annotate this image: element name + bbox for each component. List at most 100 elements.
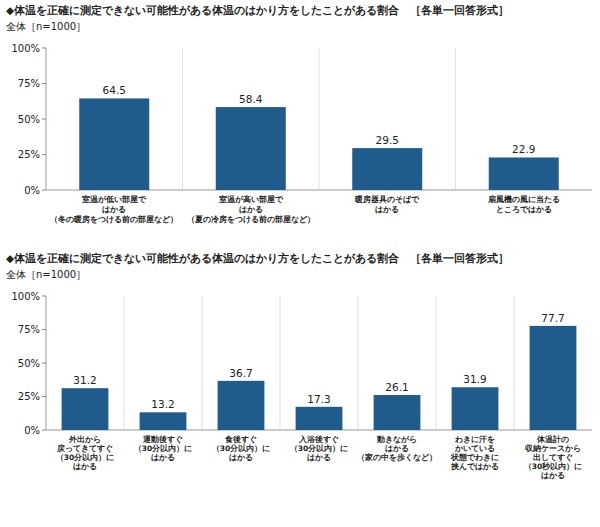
y-tick-label: 75%: [18, 78, 40, 89]
bar: [218, 381, 265, 430]
y-tick-label: 75%: [18, 324, 40, 335]
x-tick-label-line: はかる: [229, 453, 253, 462]
x-tick-label-line: （30分以内）に: [290, 444, 348, 453]
y-tick: [42, 48, 46, 49]
x-tick-label-line: 体温計の: [536, 435, 569, 444]
chart-0: ◆体温を正確に測定できない可能性がある体温のはかり方をしたことがある割合 ［各単…: [6, 4, 592, 224]
bar: [140, 412, 187, 430]
data-label: 64.5: [103, 84, 126, 96]
x-tick-label-line: はかる: [541, 471, 565, 480]
data-label: 13.2: [151, 398, 174, 410]
y-axis: [46, 296, 47, 430]
chart-container: ◆体温を正確に測定できない可能性がある体温のはかり方をしたことがある割合 ［各単…: [0, 0, 600, 527]
bar: [374, 395, 421, 430]
x-tick-label-line: 室温が低い部屋で: [82, 194, 147, 204]
x-tick-label: 室温が高い部屋ではかる（夏の冷房をつける前の部屋など）: [187, 194, 315, 224]
x-tick-label-line: わきに汗を: [454, 435, 495, 444]
data-label: 36.7: [229, 367, 252, 379]
x-tick-label: 動きながらはかる（家の中を歩くなど）: [357, 435, 437, 462]
bar: [352, 148, 422, 190]
y-tick: [42, 119, 46, 120]
separator: [319, 48, 320, 190]
x-tick-label: 入浴後すぐ（30分以内）にはかる: [290, 435, 348, 462]
bar: [489, 157, 559, 190]
bar: [296, 407, 343, 430]
y-tick-label: 100%: [11, 291, 40, 302]
data-label: 17.3: [307, 393, 330, 405]
bar: [79, 98, 149, 190]
x-tick-label: わきに汗をかいている状態でわきに挟んではかる: [450, 435, 499, 471]
x-tick-label-line: （夏の冷房をつける前の部屋など）: [187, 214, 315, 224]
x-tick-label-line: 戻ってきてすぐ: [56, 444, 113, 453]
x-tick-label-line: （30秒以内）に: [524, 462, 582, 471]
separator: [280, 296, 281, 430]
x-tick-label-line: 状態でわきに: [450, 453, 499, 462]
y-tick: [42, 396, 46, 397]
x-tick-label-line: 動きながら: [376, 435, 417, 444]
subtitle: 全体［n=1000］: [6, 269, 86, 280]
x-tick-label-line: ところではかる: [496, 205, 552, 214]
x-tick-label-line: はかる: [102, 205, 126, 214]
x-tick-label-line: 暖房器具のそばで: [355, 194, 420, 204]
data-label: 77.7: [541, 312, 564, 324]
chart-1: ◆体温を正確に測定できない可能性がある体温のはかり方をしたことがある割合 ［各単…: [6, 252, 592, 480]
x-tick-label: 室温が低い部屋ではかる（冬の暖房をつける前の部屋など）: [50, 194, 178, 224]
x-tick-label-line: はかる: [239, 205, 263, 214]
chart-svg: ◆体温を正確に測定できない可能性がある体温のはかり方をしたことがある割合 ［各単…: [0, 0, 600, 527]
y-tick: [42, 296, 46, 297]
y-tick-label: 25%: [18, 149, 40, 160]
separator: [202, 296, 203, 430]
bar: [452, 387, 499, 430]
title: ◆体温を正確に測定できない可能性がある体温のはかり方をしたことがある割合 ［各単…: [6, 252, 509, 265]
bar: [216, 107, 286, 190]
y-tick-label: 0%: [24, 185, 40, 196]
x-tick-label-line: 出してすぐ: [533, 453, 573, 462]
separator: [514, 296, 515, 430]
y-tick: [42, 329, 46, 330]
x-tick-label-line: 扇風機の風に当たる: [487, 194, 560, 204]
x-tick-label-line: （冬の暖房をつける前の部屋など）: [50, 214, 178, 224]
data-label: 31.9: [463, 373, 486, 385]
x-tick-label-line: 食後すぐ: [224, 435, 257, 444]
x-tick-label-line: はかる: [375, 205, 399, 214]
y-tick-label: 0%: [24, 425, 40, 436]
data-label: 29.5: [376, 134, 399, 146]
x-tick-label-line: 入浴後すぐ: [298, 435, 339, 444]
y-tick: [42, 363, 46, 364]
separator: [436, 296, 437, 430]
y-tick: [42, 430, 46, 431]
separator: [358, 296, 359, 430]
y-tick-label: 100%: [11, 43, 40, 54]
x-tick-label-line: （30分以内）に: [134, 444, 192, 453]
x-tick-label-line: 挟んではかる: [450, 462, 499, 471]
x-tick-label-line: （家の中を歩くなど）: [357, 452, 437, 462]
y-tick-label: 50%: [18, 114, 40, 125]
data-label: 26.1: [385, 381, 408, 393]
data-label: 31.2: [73, 374, 96, 386]
x-tick-label: 扇風機の風に当たるところではかる: [487, 194, 560, 214]
x-tick-label: 体温計の収納ケースから出してすぐ（30秒以内）にはかる: [524, 435, 582, 480]
y-tick-label: 50%: [18, 358, 40, 369]
x-tick-label: 食後すぐ（30分以内）にはかる: [212, 435, 270, 462]
title: ◆体温を正確に測定できない可能性がある体温のはかり方をしたことがある割合 ［各単…: [6, 4, 509, 17]
x-tick-label-line: （30分以内）に: [56, 453, 114, 462]
x-tick-label-line: はかる: [385, 444, 409, 453]
x-tick-label-line: 運動後すぐ: [142, 435, 183, 444]
x-tick-label: 暖房器具のそばではかる: [355, 194, 420, 214]
x-tick-label-line: はかる: [73, 462, 97, 471]
y-tick: [42, 83, 46, 84]
x-tick-label-line: （30分以内）に: [212, 444, 270, 453]
separator: [124, 296, 125, 430]
x-tick-label: 外出から戻ってきてすぐ（30分以内）にはかる: [56, 435, 114, 471]
bar: [62, 388, 109, 430]
x-tick-label-line: はかる: [307, 453, 331, 462]
x-tick-label: 運動後すぐ（30分以内）にはかる: [134, 435, 192, 462]
data-label: 22.9: [512, 143, 535, 155]
data-label: 58.4: [239, 93, 263, 105]
y-axis: [46, 48, 47, 190]
subtitle: 全体［n=1000］: [6, 21, 86, 32]
x-tick-label-line: かいている: [454, 444, 495, 453]
bars: [79, 98, 559, 190]
x-tick-label-line: 収納ケースから: [525, 444, 581, 453]
x-tick-label-line: はかる: [151, 453, 175, 462]
